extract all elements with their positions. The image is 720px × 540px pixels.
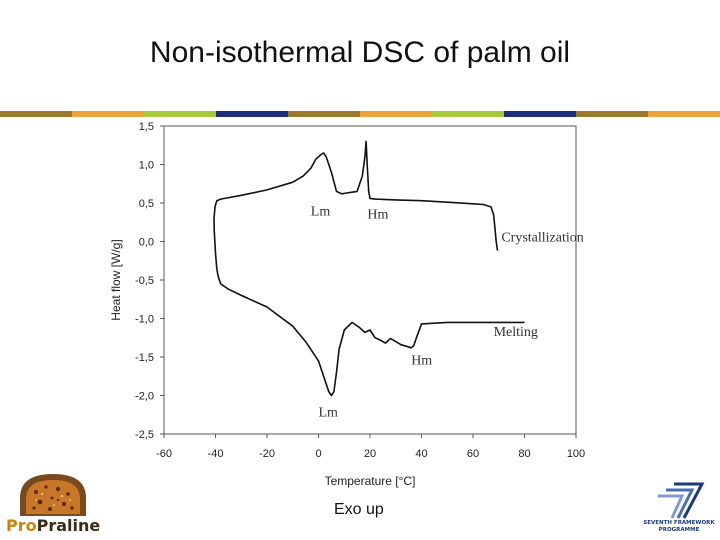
annotation-label: Hm	[411, 354, 432, 369]
annotation-label: Crystallization	[501, 231, 583, 246]
header-color-stripe	[0, 111, 720, 117]
series-line-crystallization	[213, 140, 499, 251]
fp7-logo: SEVENTH FRAMEWORK PROGRAMME	[640, 478, 718, 538]
y-tick-label: 0,0	[139, 237, 154, 249]
y-tick-label: -1,0	[135, 314, 154, 326]
plot-frame	[163, 125, 577, 435]
y-tick-label: -0,5	[135, 275, 154, 287]
stripe-segment	[0, 111, 72, 117]
y-tick-label: 1,5	[139, 121, 154, 133]
stripe-segment	[576, 111, 648, 117]
fp7-text: SEVENTH FRAMEWORK PROGRAMME	[643, 520, 715, 533]
exo-up-caption: Exo up	[334, 501, 384, 518]
x-tick-label: -60	[156, 448, 172, 460]
stripe-segment	[144, 111, 216, 117]
x-axis-label: Temperature [°C]	[325, 474, 416, 488]
y-tick-label: -1,5	[135, 352, 154, 364]
stripe-segment	[360, 111, 432, 117]
series-line-melting	[213, 229, 525, 397]
propraline-logo: ProPraline	[6, 470, 100, 538]
stripe-segment	[72, 111, 144, 117]
annotation-label: Melting	[494, 325, 538, 340]
propraline-wordmark: ProPraline	[6, 516, 101, 535]
y-tick-label: 0,5	[139, 198, 154, 210]
y-tick-label: -2,5	[135, 429, 154, 441]
x-tick-label: 0	[315, 448, 321, 460]
slide-title: Non-isothermal DSC of palm oil	[149, 36, 571, 69]
y-tick-label: 1,0	[139, 160, 154, 172]
x-tick-label: -40	[208, 448, 224, 460]
y-tick-label: -2,0	[135, 391, 154, 403]
stripe-segment	[432, 111, 504, 117]
x-tick-label: 60	[467, 448, 479, 460]
x-tick-label: 20	[364, 448, 376, 460]
stripe-segment	[504, 111, 576, 117]
annotation-label: Lm	[311, 204, 331, 219]
x-tick-label: 40	[415, 448, 427, 460]
x-tick-label: -20	[259, 448, 275, 460]
y-axis-label: Heat flow [W/g]	[109, 239, 123, 320]
x-tick-label: 80	[518, 448, 530, 460]
annotation-label: Hm	[367, 207, 388, 222]
stripe-segment	[216, 111, 288, 117]
stripe-segment	[288, 111, 360, 117]
x-tick-label: 100	[567, 448, 585, 460]
stripe-segment	[648, 111, 720, 117]
propraline-icon	[20, 474, 86, 516]
annotation-label: Lm	[319, 405, 339, 420]
fp7-icon	[658, 482, 705, 519]
